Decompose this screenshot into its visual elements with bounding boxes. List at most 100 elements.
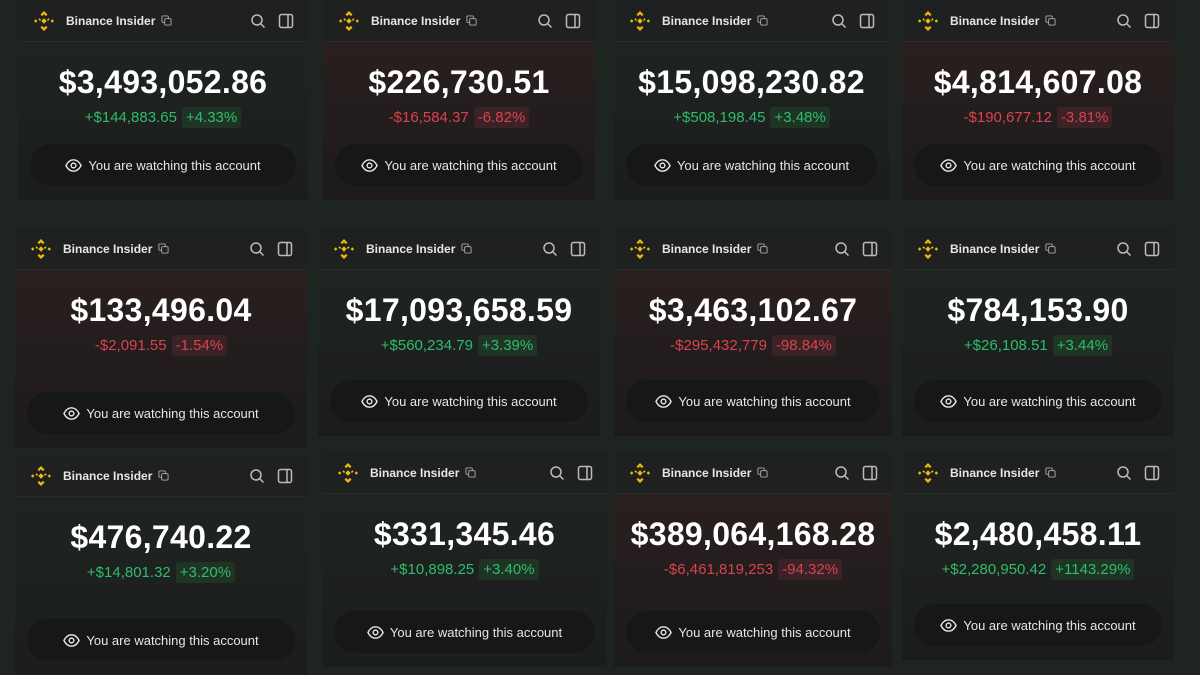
pnl-amount: +$26,108.51 <box>963 337 1048 354</box>
pnl-percent-badge: +3.48% <box>770 107 830 128</box>
binance-logo-icon <box>334 238 354 259</box>
search-icon[interactable] <box>537 13 553 29</box>
watching-account-button[interactable]: You are watching this account <box>27 392 295 434</box>
total-balance: $3,493,052.86 <box>58 64 268 100</box>
copy-icon[interactable] <box>757 467 768 478</box>
eye-icon <box>940 394 958 408</box>
total-balance: $389,064,168.28 <box>630 516 876 552</box>
watching-account-button[interactable]: You are watching this account <box>914 380 1162 422</box>
pnl-percent-badge: -98.84% <box>771 335 836 356</box>
watching-account-button[interactable]: You are watching this account <box>626 611 880 653</box>
panel-toggle-icon[interactable] <box>859 13 875 29</box>
account-card: Binance Insider $784,153.90 +$26,108.51 +… <box>902 228 1174 436</box>
watching-account-button[interactable]: You are watching this account <box>335 144 583 186</box>
total-balance: $331,345.46 <box>373 516 556 552</box>
copy-icon[interactable] <box>161 15 172 26</box>
search-icon[interactable] <box>249 241 265 257</box>
copy-icon[interactable] <box>461 243 472 254</box>
account-name: Binance Insider <box>662 241 752 256</box>
search-icon[interactable] <box>834 465 850 481</box>
balance-section: $133,496.04 -$2,091.55 -1.54% You are wat… <box>15 270 307 448</box>
panel-toggle-icon[interactable] <box>577 465 593 481</box>
binance-logo-icon <box>339 10 359 31</box>
pnl-amount: -$16,584.37 <box>388 109 469 126</box>
eye-icon <box>63 406 81 420</box>
total-balance: $476,740.22 <box>70 519 252 555</box>
watching-account-button[interactable]: You are watching this account <box>30 144 296 186</box>
copy-icon[interactable] <box>465 467 476 478</box>
binance-logo-icon <box>918 462 938 483</box>
copy-icon[interactable] <box>466 15 477 26</box>
copy-icon[interactable] <box>1045 15 1056 26</box>
search-icon[interactable] <box>834 241 850 257</box>
account-card: Binance Insider $4,814,607.08 -$190,677.… <box>902 0 1174 200</box>
account-name: Binance Insider <box>950 465 1040 480</box>
pnl-amount: -$2,091.55 <box>94 337 167 354</box>
panel-toggle-icon[interactable] <box>565 13 581 29</box>
search-icon[interactable] <box>549 465 565 481</box>
balance-section: $389,064,168.28 -$6,461,819,253 -94.32% Y… <box>614 494 892 667</box>
binance-logo-icon <box>918 238 938 259</box>
copy-icon[interactable] <box>158 243 169 254</box>
pnl-amount: +$10,898.25 <box>390 561 475 578</box>
balance-section: $784,153.90 +$26,108.51 +3.44% You are wa… <box>902 270 1174 436</box>
panel-toggle-icon[interactable] <box>1144 13 1160 29</box>
account-name: Binance Insider <box>662 465 752 480</box>
watching-label: You are watching this account <box>963 393 1136 409</box>
search-icon[interactable] <box>542 241 558 257</box>
panel-toggle-icon[interactable] <box>1144 241 1160 257</box>
copy-icon[interactable] <box>1045 467 1056 478</box>
total-balance: $784,153.90 <box>947 292 1129 328</box>
pnl-amount: +$2,280,950.42 <box>941 561 1047 578</box>
panel-toggle-icon[interactable] <box>862 241 878 257</box>
watching-account-button[interactable]: You are watching this account <box>914 604 1162 646</box>
copy-icon[interactable] <box>757 15 768 26</box>
account-name: Binance Insider <box>662 13 752 28</box>
watching-label: You are watching this account <box>86 632 259 648</box>
total-balance: $2,480,458.11 <box>934 516 1142 552</box>
card-header: Binance Insider <box>15 228 307 270</box>
eye-icon <box>654 158 671 172</box>
card-header: Binance Insider <box>614 452 892 494</box>
search-icon[interactable] <box>249 468 265 484</box>
panel-toggle-icon[interactable] <box>862 465 878 481</box>
binance-logo-icon <box>630 462 650 483</box>
panel-toggle-icon[interactable] <box>278 13 294 29</box>
watching-account-button[interactable]: You are watching this account <box>626 380 880 422</box>
panel-toggle-icon[interactable] <box>1144 465 1160 481</box>
search-icon[interactable] <box>831 13 847 29</box>
panel-toggle-icon[interactable] <box>277 468 293 484</box>
watching-account-button[interactable]: You are watching this account <box>334 611 595 653</box>
pnl-percent-badge: -1.54% <box>171 335 228 356</box>
pnl-percent-badge: -6.82% <box>473 107 530 128</box>
copy-icon[interactable] <box>1045 243 1056 254</box>
account-card: Binance Insider $226,730.51 -$16,584.37-… <box>323 0 595 200</box>
account-name: Binance Insider <box>63 468 153 483</box>
search-icon[interactable] <box>250 13 266 29</box>
balance-section: $17,093,658.59 +$560,234.79 +3.39% You ar… <box>318 270 600 436</box>
watching-account-button[interactable]: You are watching this account <box>27 619 295 661</box>
balance-section: $15,098,230.82 +$508,198.45 +3.48% You ar… <box>614 42 889 200</box>
panel-toggle-icon[interactable] <box>570 241 586 257</box>
total-balance: $226,730.51 <box>368 64 550 100</box>
account-card: Binance Insider $476,740.22 +$14,801.32 +… <box>15 455 307 675</box>
pnl-percent-badge: +1143.29% <box>1051 559 1135 580</box>
total-balance: $4,814,607.08 <box>933 64 1143 100</box>
pnl-amount: +$508,198.45 <box>673 109 766 126</box>
watching-account-button[interactable]: You are watching this account <box>626 144 877 186</box>
watching-account-button[interactable]: You are watching this account <box>914 144 1162 186</box>
pnl-percent-badge: -94.32% <box>778 559 843 580</box>
card-header: Binance Insider <box>15 455 307 497</box>
copy-icon[interactable] <box>757 243 768 254</box>
search-icon[interactable] <box>1116 465 1132 481</box>
copy-icon[interactable] <box>158 470 169 481</box>
account-card: Binance Insider $17,093,658.59 +$560,234… <box>318 228 600 436</box>
search-icon[interactable] <box>1116 13 1132 29</box>
search-icon[interactable] <box>1116 241 1132 257</box>
watching-label: You are watching this account <box>678 393 851 409</box>
eye-icon <box>655 394 673 408</box>
total-balance: $15,098,230.82 <box>638 64 865 100</box>
pnl-amount: +$560,234.79 <box>380 337 473 354</box>
panel-toggle-icon[interactable] <box>277 241 293 257</box>
watching-account-button[interactable]: You are watching this account <box>330 380 588 422</box>
